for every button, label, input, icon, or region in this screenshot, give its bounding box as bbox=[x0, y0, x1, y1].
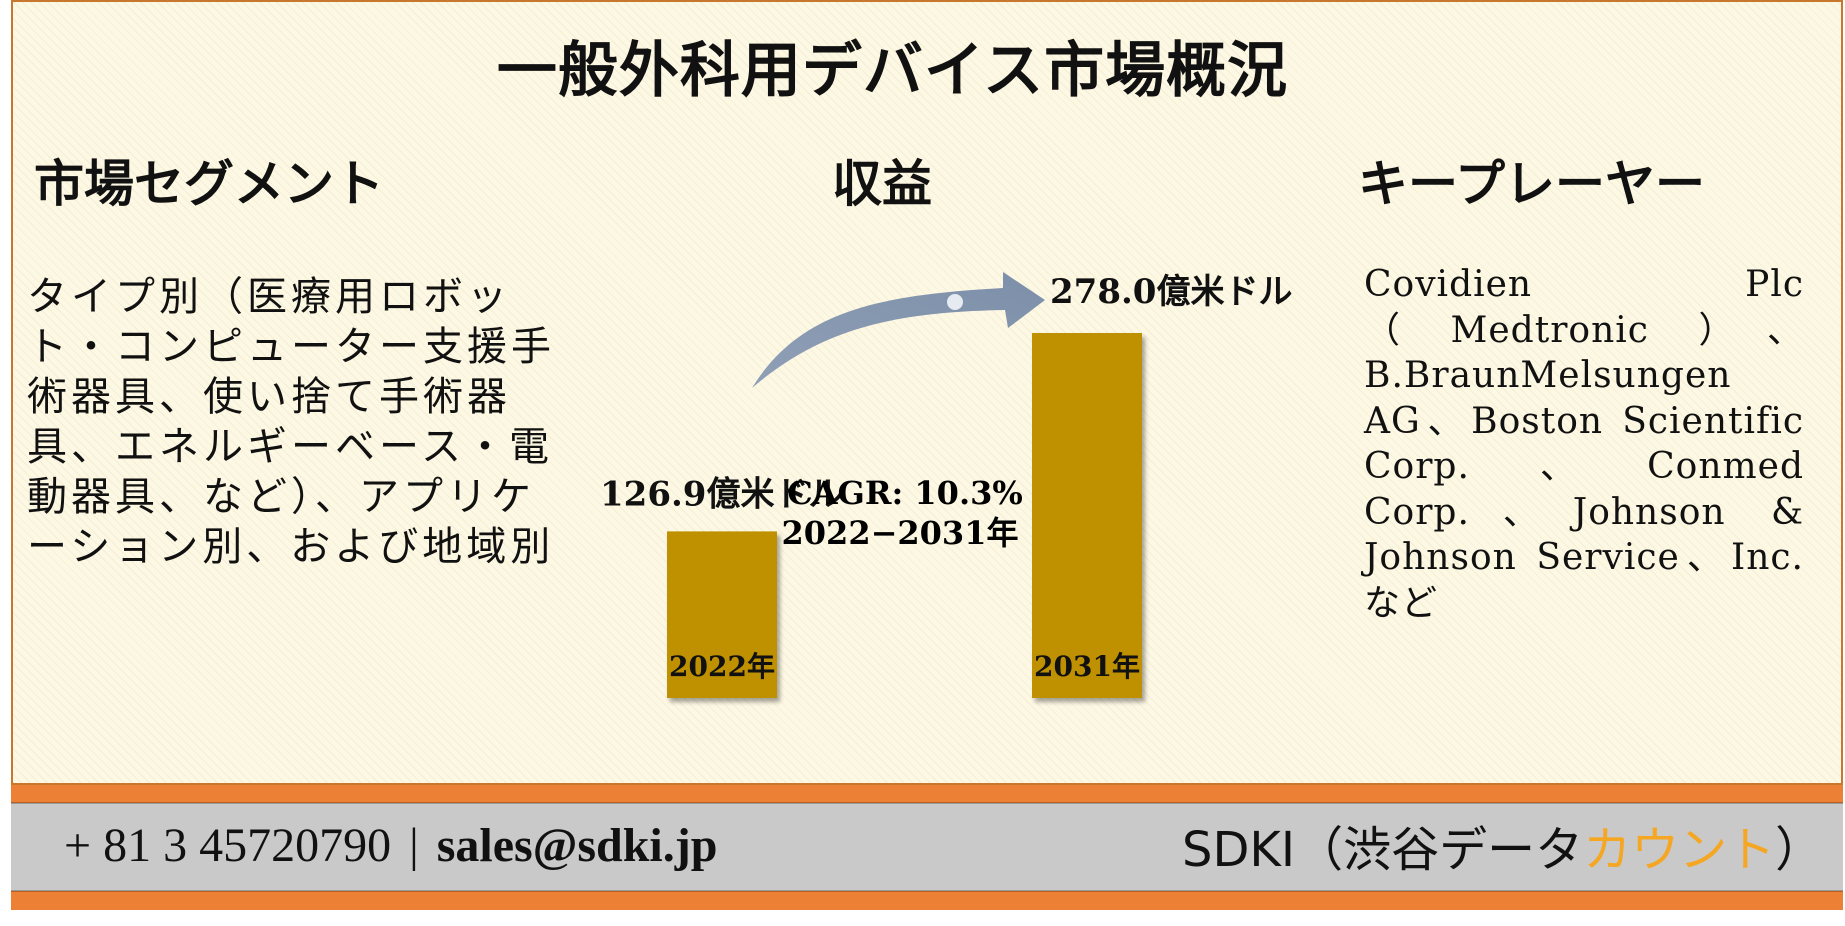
market-segment-text: タイプ別（医療用ロボット・コンピューター支援手術器具、使い捨て手術器具、エネルギ… bbox=[27, 274, 555, 570]
revenue-heading: 収益 bbox=[832, 154, 932, 213]
brand-accent: カウント bbox=[1583, 822, 1776, 878]
brand-suffix: ） bbox=[1775, 822, 1824, 878]
arrow-highlight-dot bbox=[947, 294, 963, 310]
content-panel bbox=[11, 0, 1843, 785]
email-link[interactable]: sales@sdki.jp bbox=[436, 819, 718, 872]
bar-value-label: 126.9億米ドル bbox=[600, 474, 842, 514]
bar-2022年 bbox=[667, 531, 777, 698]
bar-2031年 bbox=[1032, 333, 1142, 698]
contact-info: + 81 3 45720790 | sales@sdki.jp bbox=[64, 818, 717, 873]
revenue-chart: 2022年 2031年 126.9億米ドル 278.0億米ドル CAGR: 10.3… bbox=[600, 272, 1292, 698]
brand-prefix: SDKI（渋谷データ bbox=[1182, 822, 1584, 878]
cagr-period-label: 2022−2031年 bbox=[782, 514, 1019, 552]
market-segment-heading: 市場セグメント bbox=[34, 154, 384, 213]
brand-name: SDKI（渋谷データカウント） bbox=[1182, 810, 1823, 880]
growth-arrow-icon bbox=[752, 272, 1045, 388]
cagr-label: CAGR: 10.3% bbox=[787, 474, 1023, 512]
footer-bar bbox=[11, 803, 1843, 891]
phone-number: + 81 3 45720790 bbox=[64, 819, 392, 872]
footer-top-strip bbox=[11, 785, 1843, 803]
bar-category-label: 2031年 bbox=[1034, 650, 1140, 683]
footer-bottom-strip bbox=[11, 891, 1843, 910]
page-title: 一般外科用デバイス市場概況 bbox=[496, 36, 1289, 106]
key-players-heading: キープレーヤー bbox=[1358, 154, 1705, 213]
bar-value-label: 278.0億米ドル bbox=[1050, 272, 1292, 312]
separator: | bbox=[409, 819, 419, 872]
key-players-text: Covidien Plc（Medtronic）、B.BraunMelsungen… bbox=[1364, 264, 1804, 624]
bar-category-label: 2022年 bbox=[669, 650, 775, 683]
